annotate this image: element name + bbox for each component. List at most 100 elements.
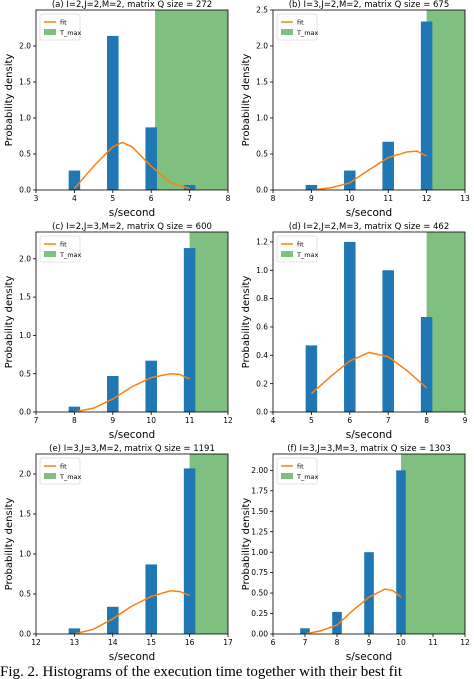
y-tick-label-a-0: 0.0 <box>19 186 31 195</box>
x-tick-label-e-5: 17 <box>223 638 233 647</box>
x-tick-label-e-0: 12 <box>31 638 41 647</box>
y-tick-label-b-1: 0.5 <box>256 150 268 159</box>
plot-area-e <box>68 454 228 634</box>
bar-c-2 <box>145 360 157 412</box>
chart-panel-b: 8 9 10 11 12 13 0.0 0.5 1.0 1.5 2.0 2.5 (b) I=3,J=2,… <box>241 0 470 219</box>
legend-fit-label-d: fit <box>297 241 304 249</box>
legend-tmax-swatch-e <box>44 473 56 479</box>
tmax-region-e <box>189 454 228 634</box>
x-tick-label-f-2: 8 <box>335 638 340 647</box>
y-tick-label-e-3: 1.5 <box>19 510 31 519</box>
x-tick-label-a-4: 7 <box>187 194 192 203</box>
bar-b-2 <box>382 141 394 190</box>
axes-frame-b <box>272 9 466 191</box>
x-tick-label-f-1: 7 <box>303 638 308 647</box>
bar-f-3 <box>396 470 406 634</box>
legend-tmax-label-f: T_max <box>296 473 319 481</box>
bar-a-2 <box>145 127 157 190</box>
y-tick-label-e-4: 2.0 <box>19 470 31 479</box>
fit-line-c <box>74 372 190 412</box>
y-tick-label-f-3: 0.75 <box>251 568 268 577</box>
bar-d-2 <box>382 270 394 412</box>
legend-fit-label-b: fit <box>297 19 304 27</box>
y-tick-label-b-0: 0.0 <box>256 186 268 195</box>
y-tick-label-a-1: 0.5 <box>19 150 31 159</box>
bar-d-1 <box>344 241 356 412</box>
x-tick-label-b-1: 9 <box>309 194 314 203</box>
y-axis-label-e: Probability density <box>4 498 15 591</box>
x-tick-label-b-0: 8 <box>271 194 276 203</box>
legend-tmax-swatch-c <box>44 251 56 257</box>
x-tick-label-b-3: 11 <box>383 194 393 203</box>
y-tick-label-d-1: 0.2 <box>256 379 268 388</box>
x-tick-label-a-0: 3 <box>34 194 39 203</box>
bar-d-3 <box>420 317 433 412</box>
bar-c-0 <box>68 406 81 412</box>
fit-line-e <box>74 590 190 634</box>
x-tick-label-f-3: 9 <box>367 638 372 647</box>
legend-tmax-swatch-a <box>44 29 56 35</box>
y-tick-label-e-2: 1.0 <box>19 550 31 559</box>
y-tick-label-d-4: 0.8 <box>256 294 268 303</box>
y-tick-label-d-6: 1.2 <box>256 238 268 247</box>
axes-frame-e <box>35 453 229 635</box>
y-tick-label-f-1: 0.25 <box>251 609 268 618</box>
bar-f-1 <box>332 611 342 634</box>
x-tick-label-c-5: 12 <box>223 416 233 425</box>
axes-frame-d <box>272 231 466 413</box>
tmax-region-f <box>401 454 465 634</box>
legend-fit-label-f: fit <box>297 463 304 471</box>
y-tick-label-b-4: 2.0 <box>256 42 268 51</box>
x-axis-label-c: s/second <box>109 429 155 441</box>
bar-e-0 <box>68 628 81 634</box>
y-tick-label-a-4: 2.0 <box>19 42 31 51</box>
plot-area-f <box>300 454 465 634</box>
x-tick-label-a-2: 5 <box>110 194 115 203</box>
legend-tmax-swatch-d <box>281 251 293 257</box>
axes-frame-a <box>35 9 229 191</box>
bar-a-1 <box>107 35 119 190</box>
legend-fit-label-e: fit <box>60 463 67 471</box>
tmax-region-c <box>189 232 228 412</box>
fit-line-f <box>304 588 402 634</box>
x-axis-label-d: s/second <box>346 429 392 441</box>
bar-f-0 <box>300 628 310 634</box>
figure-caption: Fig. 2. Histograms of the execution time… <box>0 664 403 679</box>
fit-line-a <box>73 141 190 190</box>
y-tick-label-b-2: 1.0 <box>256 114 268 123</box>
x-tick-label-a-5: 8 <box>226 194 231 203</box>
x-tick-label-f-4: 10 <box>396 638 406 647</box>
plot-area-a <box>68 10 228 190</box>
x-tick-label-f-0: 6 <box>271 638 276 647</box>
bar-e-1 <box>107 606 119 634</box>
bar-c-1 <box>107 376 119 412</box>
chart-title-c: (c) I=2,J=3,M=2, matrix Q size = 600 <box>52 222 212 232</box>
y-tick-label-d-0: 0.0 <box>256 408 268 417</box>
y-axis-label-a: Probability density <box>4 54 15 147</box>
x-tick-label-a-1: 4 <box>72 194 77 203</box>
bar-e-2 <box>145 564 157 634</box>
legend-fit-label-a: fit <box>60 19 67 27</box>
x-tick-label-c-4: 11 <box>185 416 195 425</box>
chart-title-d: (d) I=2,J=2,M=3, matrix Q size = 462 <box>289 222 450 232</box>
x-tick-label-d-0: 4 <box>271 416 276 425</box>
y-tick-label-c-4: 2.0 <box>19 254 31 263</box>
tmax-region-a <box>155 10 228 190</box>
y-axis-label-b: Probability density <box>241 54 252 147</box>
legend-tmax-label-b: T_max <box>296 29 319 37</box>
x-axis-label-a: s/second <box>109 207 155 219</box>
y-axis-label-f: Probability density <box>241 498 252 591</box>
x-tick-label-e-1: 13 <box>70 638 80 647</box>
x-axis-label-f: s/second <box>346 651 392 663</box>
x-tick-label-d-4: 8 <box>424 416 429 425</box>
chart-panel-f: 6 7 8 9 10 11 12 0.00 0.25 0.50 0.75 1.00 1.25 1.50 1.… <box>241 444 470 663</box>
legend-tmax-label-a: T_max <box>59 29 82 37</box>
plot-area-b <box>305 10 465 190</box>
bar-b-1 <box>344 170 356 190</box>
chart-title-e: (e) I=3,J=3,M=2, matrix Q size = 1191 <box>49 444 215 454</box>
x-tick-label-b-4: 12 <box>422 194 432 203</box>
chart-title-b: (b) I=3,J=2,M=2, matrix Q size = 675 <box>289 0 450 10</box>
legend-tmax-swatch-b <box>281 29 293 35</box>
bar-c-3 <box>183 248 196 412</box>
y-tick-label-d-5: 1.0 <box>256 266 268 275</box>
